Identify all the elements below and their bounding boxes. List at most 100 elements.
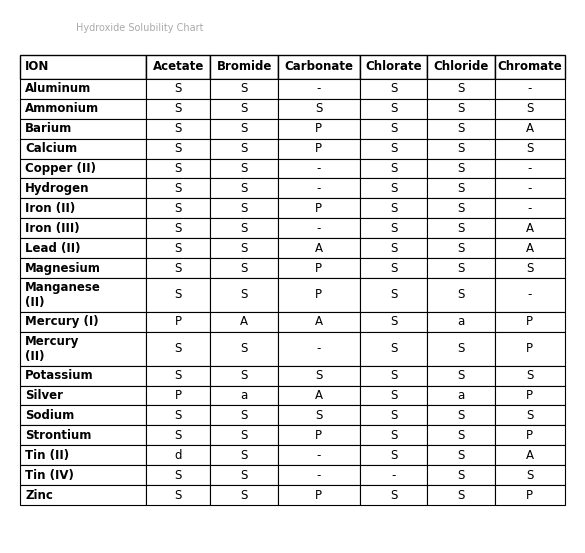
Bar: [427, 445, 495, 465]
Bar: [360, 445, 427, 465]
Bar: [211, 485, 278, 505]
Bar: [146, 179, 211, 199]
Bar: [360, 366, 427, 385]
Bar: [211, 332, 278, 366]
Bar: [146, 55, 211, 79]
Bar: [427, 139, 495, 159]
Bar: [146, 312, 211, 332]
Text: S: S: [457, 222, 464, 234]
Text: Iron (II): Iron (II): [25, 202, 75, 215]
Text: S: S: [390, 162, 397, 175]
Bar: [360, 79, 427, 99]
Bar: [495, 79, 565, 99]
Text: S: S: [457, 488, 464, 502]
Bar: [211, 55, 278, 79]
Text: P: P: [526, 342, 534, 355]
Bar: [495, 278, 565, 312]
Text: S: S: [174, 342, 182, 355]
Bar: [278, 385, 360, 405]
Text: P: P: [175, 389, 182, 402]
Bar: [360, 312, 427, 332]
Bar: [278, 445, 360, 465]
Text: A: A: [526, 222, 534, 234]
Bar: [360, 258, 427, 278]
Bar: [20, 485, 146, 505]
Bar: [495, 312, 565, 332]
Text: S: S: [240, 429, 248, 442]
Text: S: S: [315, 369, 322, 382]
Bar: [278, 199, 360, 218]
Bar: [20, 332, 146, 366]
Bar: [146, 119, 211, 139]
Bar: [20, 385, 146, 405]
Text: S: S: [174, 162, 182, 175]
Bar: [495, 465, 565, 485]
Text: S: S: [526, 369, 534, 382]
Bar: [146, 238, 211, 258]
Bar: [211, 258, 278, 278]
Bar: [20, 55, 146, 79]
Bar: [146, 465, 211, 485]
Text: P: P: [315, 122, 322, 135]
Text: S: S: [240, 448, 248, 462]
Bar: [146, 278, 211, 312]
Bar: [211, 199, 278, 218]
Bar: [211, 79, 278, 99]
Text: S: S: [174, 262, 182, 274]
Text: S: S: [526, 262, 534, 274]
Text: Manganese
(II): Manganese (II): [25, 281, 101, 309]
Bar: [427, 258, 495, 278]
Text: Barium: Barium: [25, 122, 73, 135]
Bar: [495, 485, 565, 505]
Text: S: S: [390, 262, 397, 274]
Bar: [278, 218, 360, 238]
Text: Magnesium: Magnesium: [25, 262, 101, 274]
Text: S: S: [457, 429, 464, 442]
Text: S: S: [240, 182, 248, 195]
Text: S: S: [240, 102, 248, 115]
Text: P: P: [315, 289, 322, 301]
Text: Tin (II): Tin (II): [25, 448, 69, 462]
Text: S: S: [315, 409, 322, 422]
Text: S: S: [457, 262, 464, 274]
Text: S: S: [457, 289, 464, 301]
Text: A: A: [315, 242, 323, 254]
Text: Carbonate: Carbonate: [284, 60, 353, 74]
Bar: [20, 258, 146, 278]
Bar: [427, 425, 495, 445]
Text: S: S: [526, 468, 534, 482]
Bar: [427, 366, 495, 385]
Text: P: P: [315, 142, 322, 155]
Text: Acetate: Acetate: [153, 60, 204, 74]
Text: -: -: [316, 182, 321, 195]
Text: a: a: [240, 389, 248, 402]
Text: -: -: [528, 289, 532, 301]
Bar: [20, 366, 146, 385]
Bar: [211, 218, 278, 238]
Text: S: S: [174, 369, 182, 382]
Bar: [495, 199, 565, 218]
Text: P: P: [315, 429, 322, 442]
Text: S: S: [390, 342, 397, 355]
Text: S: S: [457, 342, 464, 355]
Bar: [211, 445, 278, 465]
Bar: [278, 258, 360, 278]
Text: S: S: [174, 102, 182, 115]
Text: S: S: [390, 289, 397, 301]
Text: -: -: [316, 342, 321, 355]
Text: S: S: [526, 409, 534, 422]
Text: S: S: [390, 448, 397, 462]
Text: S: S: [457, 142, 464, 155]
Text: Chromate: Chromate: [497, 60, 562, 74]
Bar: [495, 179, 565, 199]
Bar: [146, 332, 211, 366]
Text: Sodium: Sodium: [25, 409, 74, 422]
Text: P: P: [175, 315, 182, 328]
Text: S: S: [174, 202, 182, 215]
Text: Aluminum: Aluminum: [25, 82, 91, 95]
Bar: [360, 278, 427, 312]
Bar: [211, 278, 278, 312]
Bar: [360, 465, 427, 485]
Text: S: S: [390, 182, 397, 195]
Bar: [211, 385, 278, 405]
